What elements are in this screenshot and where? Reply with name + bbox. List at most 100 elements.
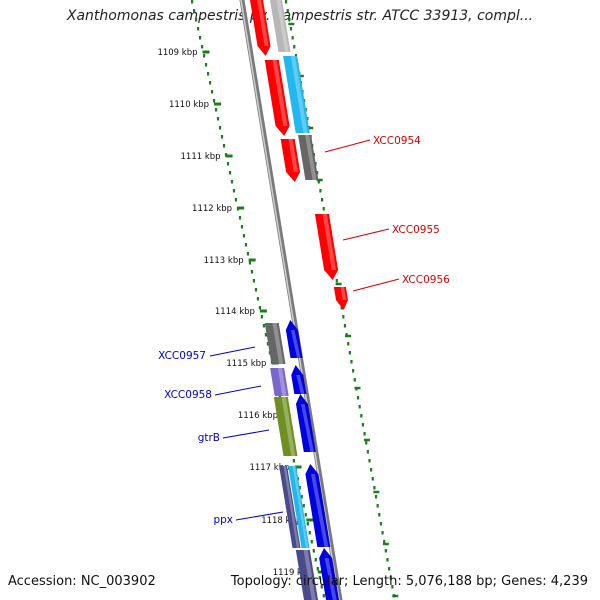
- track-dot: [378, 513, 381, 517]
- cog-gray-xcc0957-bevel: [272, 323, 284, 364]
- leader-xcc0958: [214, 385, 262, 396]
- track-dot: [220, 135, 224, 139]
- track-dot: [312, 549, 315, 553]
- scale-tick-label: 1109 kbp: [157, 48, 197, 58]
- gene-gtrb-bevel: [300, 404, 315, 452]
- scale-tick-label: 1118 kbp: [261, 516, 301, 526]
- track-dot: [342, 315, 345, 319]
- scale-ticks: 1109 kbp 1110 kbp 1111 kbp 1112 kbp 1113 kbp…: [157, 48, 325, 578]
- track-dot: [244, 243, 248, 247]
- track-dot: [202, 54, 206, 58]
- cog-cyan-ppx-bevel: [292, 466, 309, 548]
- track-dot: [250, 270, 254, 274]
- leader-xcc0957: [209, 346, 256, 357]
- cog-navy-ppx-bevel: [283, 466, 300, 548]
- track-dot: [317, 180, 320, 184]
- leader-gtrb: [222, 429, 270, 439]
- leader-xcc0954: [324, 139, 371, 153]
- track-dot: [252, 279, 256, 283]
- gene-xcc0957: [285, 320, 303, 358]
- track-dot: [348, 351, 351, 355]
- track-dot: [352, 369, 355, 373]
- track-dot: [353, 378, 356, 382]
- backbone-line: [239, 0, 343, 600]
- track-dot: [228, 171, 232, 175]
- gene-xcc0957-bevel: [290, 330, 301, 358]
- track-dot: [194, 18, 198, 22]
- track-dot: [310, 540, 313, 544]
- gene-label-ppx[interactable]: ppx: [213, 514, 233, 526]
- track-dot: [365, 441, 368, 445]
- track-dot: [222, 144, 226, 148]
- track-dot: [289, 27, 293, 31]
- backbone-highlight: [240, 0, 340, 600]
- track-dot: [319, 189, 322, 193]
- gene-label-xcc0954[interactable]: XCC0954: [373, 135, 421, 147]
- gene-reverse-last-bevel: [324, 558, 337, 600]
- gene-xcc0955: [314, 214, 339, 280]
- track-dot: [242, 234, 246, 238]
- track-dot: [216, 117, 220, 121]
- leader-xcc0955: [342, 228, 390, 241]
- track-dot: [248, 261, 252, 265]
- track-dot: [308, 531, 311, 535]
- gene-purF-bevel: [272, 60, 288, 126]
- gene-xcc0956-bevel: [340, 287, 347, 300]
- track-dot: [304, 513, 307, 517]
- track-dot: [373, 486, 376, 490]
- track-dot: [230, 180, 234, 184]
- track-dot: [322, 207, 325, 211]
- leader-xcc0956: [352, 278, 400, 292]
- track-dot: [361, 423, 365, 427]
- track-dot: [232, 189, 236, 193]
- track-dot: [386, 558, 389, 562]
- track-dot: [291, 36, 294, 40]
- gene-label-xcc0956[interactable]: XCC0956: [402, 274, 450, 286]
- gene-label-xcc0955[interactable]: XCC0955: [392, 224, 440, 236]
- gene-xcc0958: [291, 365, 307, 394]
- scale-tick-label: 1119 kbp: [273, 568, 313, 578]
- track-dot: [262, 324, 266, 328]
- gene-forward-1: [250, 0, 271, 56]
- cog-cyan-purF-bevel: [290, 56, 308, 133]
- track-dot: [288, 18, 291, 22]
- track-dot: [360, 414, 363, 418]
- track-dot: [240, 225, 244, 229]
- track-dot: [300, 495, 303, 499]
- track-dot: [218, 126, 222, 130]
- gene-xcc0956: [333, 287, 348, 310]
- scale-tick-label: 1116 kbp: [238, 411, 278, 421]
- track-dot: [314, 558, 317, 562]
- track-dot: [212, 99, 216, 103]
- scale-tick-label: 1110 kbp: [169, 100, 209, 110]
- track-dot: [370, 468, 373, 472]
- track-dot: [388, 567, 391, 571]
- gene-label-xcc0957[interactable]: XCC0957: [158, 350, 206, 362]
- cog-cyan-ppx: [288, 466, 310, 548]
- track-dot: [335, 279, 338, 283]
- accession-label: Accession: NC_003902: [8, 574, 156, 589]
- track-dot: [266, 342, 270, 346]
- gene-label-gtrb[interactable]: gtrB: [198, 432, 220, 444]
- track-dot: [294, 54, 298, 58]
- cog-gray-xcc0954-bevel: [305, 135, 317, 180]
- track-dot: [374, 495, 378, 499]
- cog-navy-last: [295, 550, 318, 600]
- track-dot: [366, 450, 369, 454]
- track-dot: [286, 9, 289, 13]
- track-dot: [320, 585, 323, 589]
- cog-navy-ppx: [279, 466, 301, 548]
- map-title: Xanthomonas campestris pv. campestris st…: [66, 8, 534, 24]
- cog-gray-1: [270, 0, 291, 52]
- track-dot: [306, 522, 309, 526]
- gene-label-xcc0958[interactable]: XCC0958: [164, 389, 212, 401]
- track-dot: [316, 567, 319, 571]
- scale-tick-label: 1117 kbp: [249, 463, 289, 473]
- track-dot: [318, 576, 321, 580]
- track-dot: [200, 45, 204, 49]
- gene-xcc0958-bevel: [296, 375, 305, 394]
- cog-gray-xcc0957: [264, 323, 286, 364]
- track-dot: [246, 252, 250, 256]
- track-dot: [298, 486, 301, 490]
